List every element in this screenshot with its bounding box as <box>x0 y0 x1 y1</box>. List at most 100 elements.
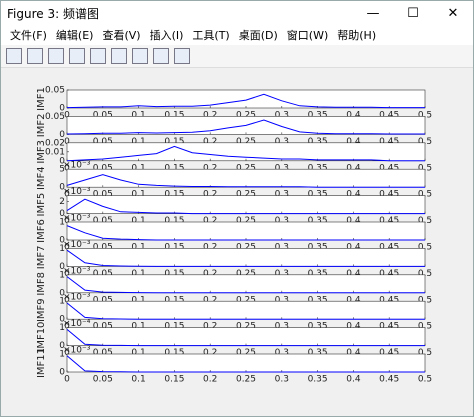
spectrum-line <box>66 198 425 215</box>
x-tick-label: 0.4 <box>346 295 361 305</box>
axes <box>66 168 426 188</box>
menu-item[interactable]: 窗口(W) <box>286 29 329 42</box>
y-axis-label: IMF6 <box>36 219 47 243</box>
x-tick-label: 0.45 <box>379 190 399 200</box>
minimize[interactable]: — <box>366 5 380 21</box>
axis-multiplier: ×10⁻³ <box>63 346 91 356</box>
x-tick-label: 0.1 <box>131 295 145 305</box>
spectrum-line <box>66 302 425 320</box>
axis-multiplier: ×10⁻⁴ <box>63 319 91 329</box>
y-tick-label: 0 <box>59 288 65 298</box>
property[interactable] <box>174 48 190 64</box>
spectrum-line <box>66 225 425 241</box>
x-tick-label: 0.4 <box>346 111 361 121</box>
x-tick-label: 0.05 <box>93 375 113 385</box>
print[interactable] <box>69 48 85 64</box>
spectrum-line <box>66 93 425 109</box>
x-tick-label: 0.3 <box>275 111 289 121</box>
axes <box>66 195 426 214</box>
maximize[interactable]: ☐ <box>407 5 419 21</box>
x-tick-label: 0.4 <box>346 348 361 358</box>
link[interactable] <box>90 48 106 64</box>
x-tick-label: 0.1 <box>131 243 145 253</box>
colorbar[interactable] <box>111 48 127 64</box>
x-tick-label: 0.15 <box>164 348 184 358</box>
x-tick-label: 0.2 <box>203 243 217 253</box>
close[interactable]: ✕ <box>447 5 459 21</box>
y-tick-label: 0 <box>59 130 65 140</box>
x-tick-label: 0.45 <box>379 111 399 121</box>
axes <box>66 89 426 109</box>
x-tick-label: 0.3 <box>275 216 289 226</box>
x-tick-label: 0.2 <box>203 111 217 121</box>
spectrum-line <box>66 145 425 162</box>
x-tick-label: 0.35 <box>308 375 328 385</box>
x-tick-label: 0.05 <box>93 269 113 279</box>
x-tick-label: 0.1 <box>131 163 145 173</box>
axes <box>66 353 426 373</box>
x-tick-label: 0.5 <box>418 190 432 200</box>
axis-multiplier: ×10⁻³ <box>63 293 91 303</box>
y-tick-label: 1 <box>59 297 65 307</box>
x-tick-label: 0.25 <box>236 190 256 200</box>
y-tick-label: 1 <box>59 270 65 280</box>
open[interactable] <box>27 48 43 64</box>
menu-item[interactable]: 工具(T) <box>192 29 230 42</box>
x-tick-label: 0.1 <box>131 216 145 226</box>
x-tick-label: 0.3 <box>275 269 289 279</box>
y-axis-label: IMF11 <box>36 348 47 378</box>
menu-item[interactable]: 文件(F) <box>10 29 47 42</box>
x-tick-label: 0.2 <box>203 137 217 147</box>
y-axis-label: IMF2 <box>36 114 47 138</box>
x-tick-label: 0.25 <box>236 295 256 305</box>
axes <box>66 300 426 320</box>
x-tick-label: 0.5 <box>418 295 432 305</box>
x-tick-label: 0.05 <box>93 216 113 226</box>
axes <box>66 248 426 267</box>
x-tick-label: 0.2 <box>203 216 217 226</box>
x-tick-label: 0.45 <box>379 295 399 305</box>
pointer[interactable] <box>153 48 169 64</box>
y-axis-label: IMF8 <box>36 272 47 296</box>
x-tick-label: 0.05 <box>93 348 113 358</box>
spectrum-line <box>66 174 425 188</box>
x-tick-label: 0.25 <box>236 348 256 358</box>
y-tick-label: 0 <box>59 315 65 325</box>
x-tick-label: 0.2 <box>203 322 217 332</box>
axis-multiplier: ×10⁻³ <box>63 161 91 171</box>
legend[interactable] <box>132 48 148 64</box>
x-tick-label: 0.25 <box>236 163 256 173</box>
spectrum-line <box>66 276 425 294</box>
y-axis-label: IMF4 <box>36 166 47 190</box>
x-tick-label: 0.45 <box>379 375 399 385</box>
new[interactable] <box>6 48 22 64</box>
y-tick-label: 0.05 <box>45 112 65 122</box>
y-axis-label: IMF1 <box>36 87 47 111</box>
x-tick-label: 0 <box>64 216 70 226</box>
axis-multiplier: ×10⁻³ <box>63 240 91 250</box>
y-axis-label: IMF5 <box>36 193 47 217</box>
menu-item[interactable]: 帮助(H) <box>337 29 377 42</box>
x-tick-label: 0.15 <box>164 163 184 173</box>
menu-item[interactable]: 查看(V) <box>102 29 141 42</box>
menu-item[interactable]: 编辑(E) <box>55 29 94 42</box>
x-tick-label: 0.15 <box>164 322 184 332</box>
x-tick-label: 0.05 <box>93 190 113 200</box>
x-tick-label: 0.35 <box>308 295 328 305</box>
y-axis-label: IMF3 <box>36 140 47 164</box>
x-tick-label: 0.15 <box>164 295 184 305</box>
x-tick-label: 0.4 <box>346 216 361 226</box>
menu-item[interactable]: 桌面(D) <box>238 29 278 42</box>
y-axis-label: IMF9 <box>36 298 47 322</box>
x-tick-label: 0.1 <box>131 348 145 358</box>
x-tick-label: 0.4 <box>346 190 361 200</box>
y-tick-label: 0 <box>59 341 65 351</box>
x-tick-label: 0.25 <box>236 243 256 253</box>
menu-item[interactable]: 插入(I) <box>149 29 184 42</box>
x-tick-label: 0.1 <box>131 322 145 332</box>
save[interactable] <box>48 48 64 64</box>
x-tick-label: 0.2 <box>203 269 217 279</box>
x-tick-label: 0.1 <box>131 137 145 147</box>
x-tick-label: 0.2 <box>203 348 217 358</box>
title-bar: Figure 3: 频谱图 — ☐ ✕ <box>1 1 473 25</box>
